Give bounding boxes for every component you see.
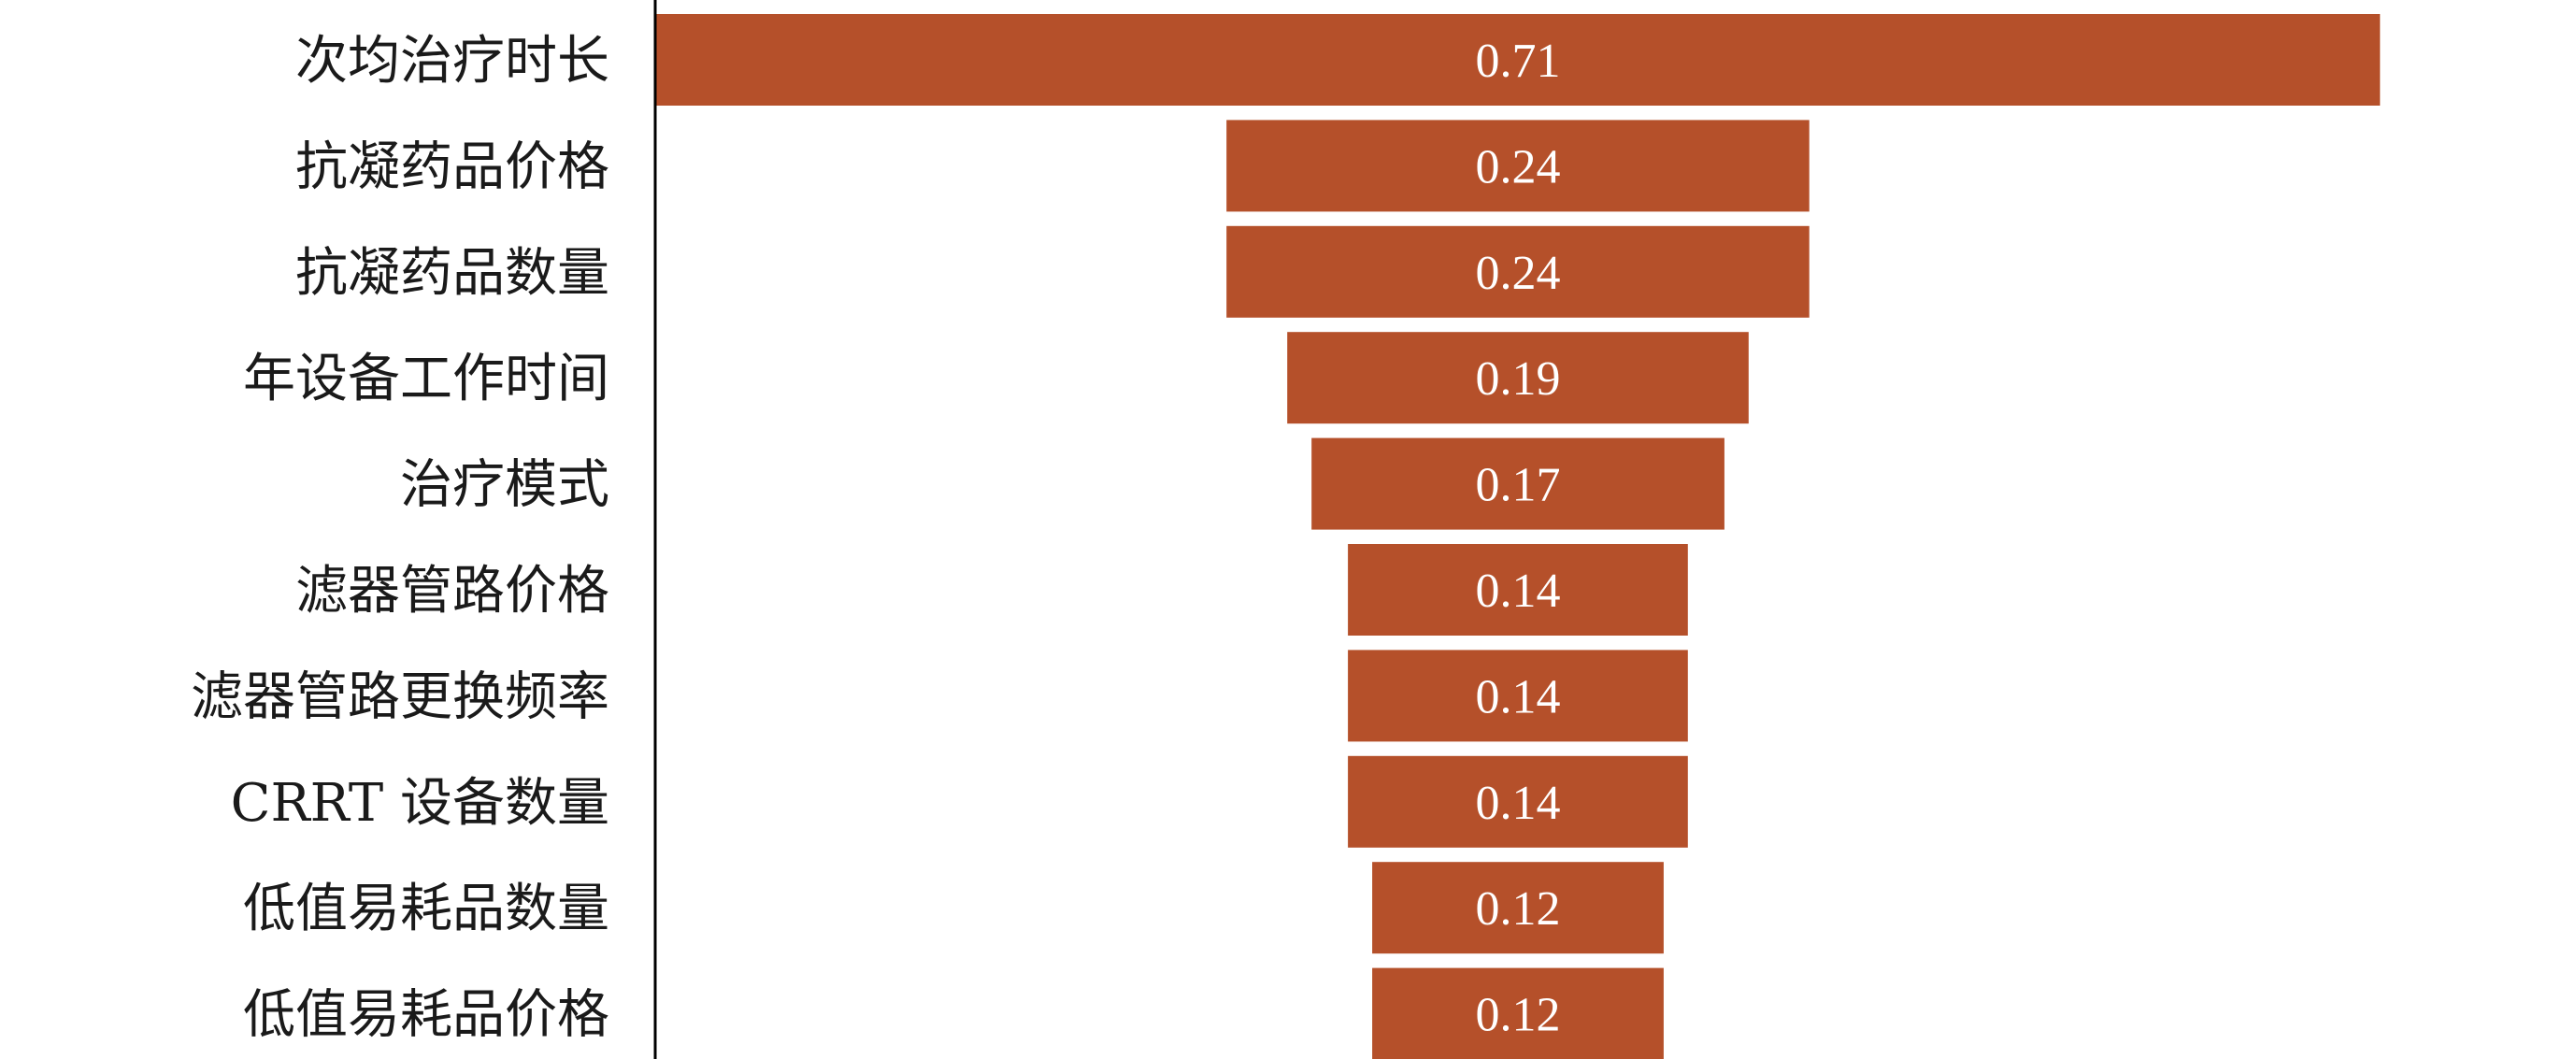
bar-4 [1311, 437, 1724, 530]
bar-8 [1372, 862, 1664, 954]
bar-value-label: 0.71 [1476, 35, 1561, 88]
category-label: 滤器管路更换频率 [191, 666, 609, 727]
bars-layer: 0.71 0.24 0.24 0.19 0.17 0.14 0.14 0.14 0.12 0.12 [655, 14, 2381, 1059]
bar-6 [1348, 650, 1688, 742]
bar-value-label: 0.12 [1476, 882, 1561, 936]
category-label: 抗凝药品价格 [295, 136, 609, 197]
bar-9 [1372, 967, 1664, 1059]
category-labels-layer: 次均治疗时长抗凝药品价格抗凝药品数量年设备工作时间治疗模式滤器管路价格滤器管路更… [191, 31, 609, 1046]
bar-7 [1348, 755, 1688, 848]
category-label: 低值易耗品价格 [243, 985, 609, 1046]
category-label: 滤器管路价格 [295, 561, 609, 622]
bar-value-label: 0.19 [1476, 352, 1561, 406]
bar-1 [1226, 120, 1810, 212]
category-label: 年设备工作时间 [243, 349, 609, 409]
category-label: CRRT 设备数量 [231, 773, 609, 834]
bar-value-label: 0.17 [1476, 459, 1561, 512]
bar-5 [1348, 544, 1688, 636]
category-label: 治疗模式 [400, 455, 609, 516]
bar-value-label: 0.12 [1476, 989, 1561, 1042]
bar-value-label: 0.14 [1476, 565, 1561, 618]
category-label: 次均治疗时长 [295, 31, 609, 92]
bar-0 [655, 14, 2381, 106]
bar-value-label: 0.14 [1476, 777, 1561, 830]
category-label: 抗凝药品数量 [295, 243, 609, 304]
category-label: 低值易耗品数量 [243, 879, 609, 939]
bar-value-label: 0.14 [1476, 670, 1561, 723]
bar-value-label: 0.24 [1476, 247, 1561, 300]
bar-value-label: 0.24 [1476, 140, 1561, 193]
bar-2 [1226, 225, 1810, 318]
bar-3 [1287, 332, 1749, 424]
